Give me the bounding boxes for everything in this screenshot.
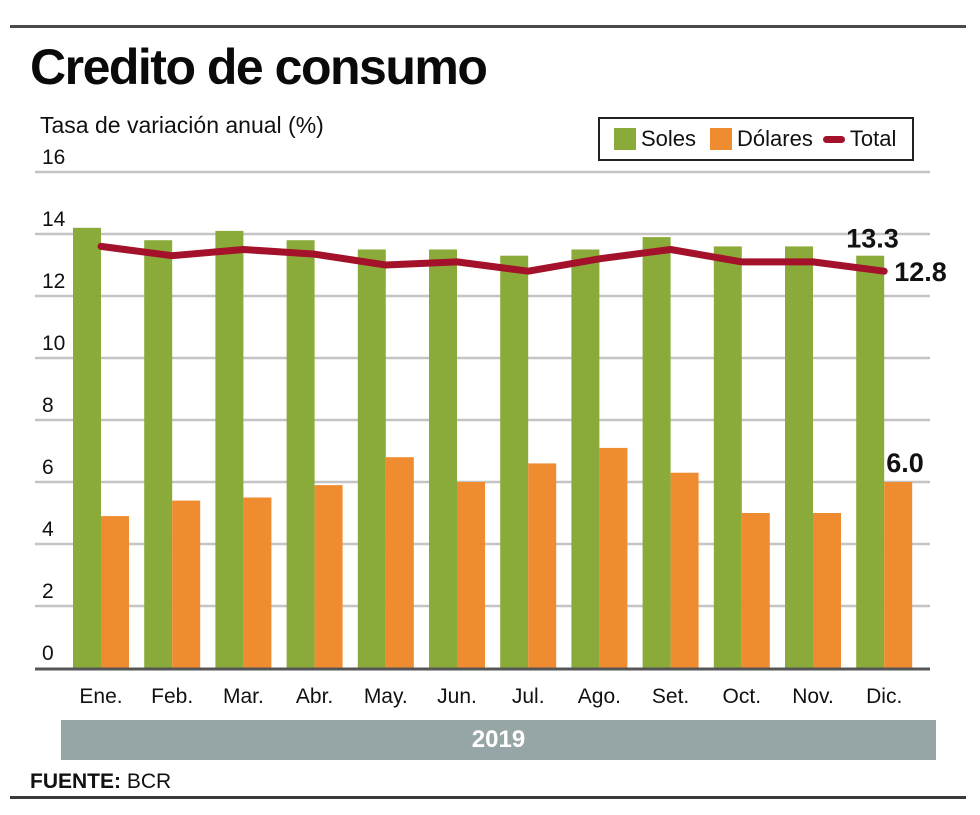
y-tick-label: 14 <box>42 208 66 231</box>
legend-swatch-soles <box>614 128 636 150</box>
y-tick-label: 8 <box>42 394 54 417</box>
legend: Soles Dólares Total <box>598 117 914 161</box>
bar-soles <box>571 249 600 668</box>
source-note: FUENTE: BCR <box>30 770 171 794</box>
bar-dolares <box>385 457 414 668</box>
bar-dolares <box>813 513 841 668</box>
total-line <box>97 242 888 275</box>
chart-subtitle: Tasa de variación anual (%) <box>40 112 324 138</box>
legend-label-dolares: Dólares <box>737 126 813 151</box>
bar-dolares <box>599 447 628 668</box>
legend-item-total: Total <box>822 126 897 152</box>
annotation-total-dic: 12.8 <box>894 257 947 287</box>
bar-dolares <box>314 485 343 668</box>
top-rule <box>10 25 966 28</box>
legend-line-total <box>822 135 845 143</box>
x-tick-label: Ene. <box>79 685 122 708</box>
bar-dolares <box>172 500 201 668</box>
y-tick-label: 12 <box>42 270 65 293</box>
bar-soles <box>357 249 386 668</box>
bottom-rule <box>10 796 966 799</box>
annotation-soles-dic: 13.3 <box>846 224 899 254</box>
legend-item-soles: Soles <box>614 126 696 152</box>
legend-item-dolares: Dólares <box>710 126 813 152</box>
x-tick-label: Oct. <box>723 685 762 708</box>
source-value: BCR <box>126 770 172 793</box>
legend-swatch-dolares <box>710 128 733 150</box>
bar-dolares <box>243 497 272 668</box>
x-tick-label: Feb. <box>151 685 193 708</box>
bars <box>73 227 913 669</box>
y-tick-label: 4 <box>42 518 54 541</box>
bar-dolares <box>741 513 770 668</box>
x-axis-ticks: Ene. Feb. Mar. Abr. May. Jun. Jul. Ago. Set. Oct.… <box>79 685 902 708</box>
y-tick-label: 6 <box>42 456 54 479</box>
annotation-dolares-dic: 6.0 <box>886 448 924 478</box>
legend-label-soles: Soles <box>641 126 697 151</box>
x-tick-label: Abr. <box>296 685 333 708</box>
bar-dolares <box>101 516 129 668</box>
x-tick-label: Nov. <box>792 685 834 708</box>
bar-soles <box>785 246 813 668</box>
bar-dolares <box>670 472 699 668</box>
x-tick-label: Dic. <box>866 685 902 708</box>
bar-soles <box>642 237 671 668</box>
y-axis-ticks: 0 2 4 6 8 10 12 14 16 <box>42 146 66 665</box>
x-tick-label: Set. <box>652 685 689 708</box>
x-tick-label: Jun. <box>437 685 477 708</box>
total-line-group <box>97 242 888 275</box>
bar-soles <box>713 246 742 668</box>
x-tick-label: May. <box>364 685 408 708</box>
legend-label-total: Total <box>849 126 897 151</box>
bar-dolares <box>528 463 557 668</box>
chart-title: Credito de consumo <box>30 39 488 95</box>
annotations: 13.312.8 6.0 <box>846 224 947 478</box>
bar-soles <box>286 240 315 668</box>
y-tick-label: 10 <box>42 332 65 355</box>
bar-soles <box>429 249 457 668</box>
period-band: 2019 <box>61 720 936 760</box>
y-tick-label: 0 <box>42 642 54 665</box>
x-tick-label: Ago. <box>578 685 621 708</box>
bar-soles <box>500 255 529 668</box>
bar-soles <box>73 227 101 669</box>
bar-soles <box>144 240 173 668</box>
bar-dolares <box>884 482 913 668</box>
y-tick-label: 16 <box>42 146 65 169</box>
y-tick-label: 2 <box>42 580 54 603</box>
x-tick-label: Mar. <box>223 685 264 708</box>
bar-soles <box>215 230 244 668</box>
bar-soles <box>856 255 885 668</box>
x-tick-label: Jul. <box>512 685 545 708</box>
source-label: FUENTE: <box>30 770 121 793</box>
bar-dolares <box>457 482 485 668</box>
